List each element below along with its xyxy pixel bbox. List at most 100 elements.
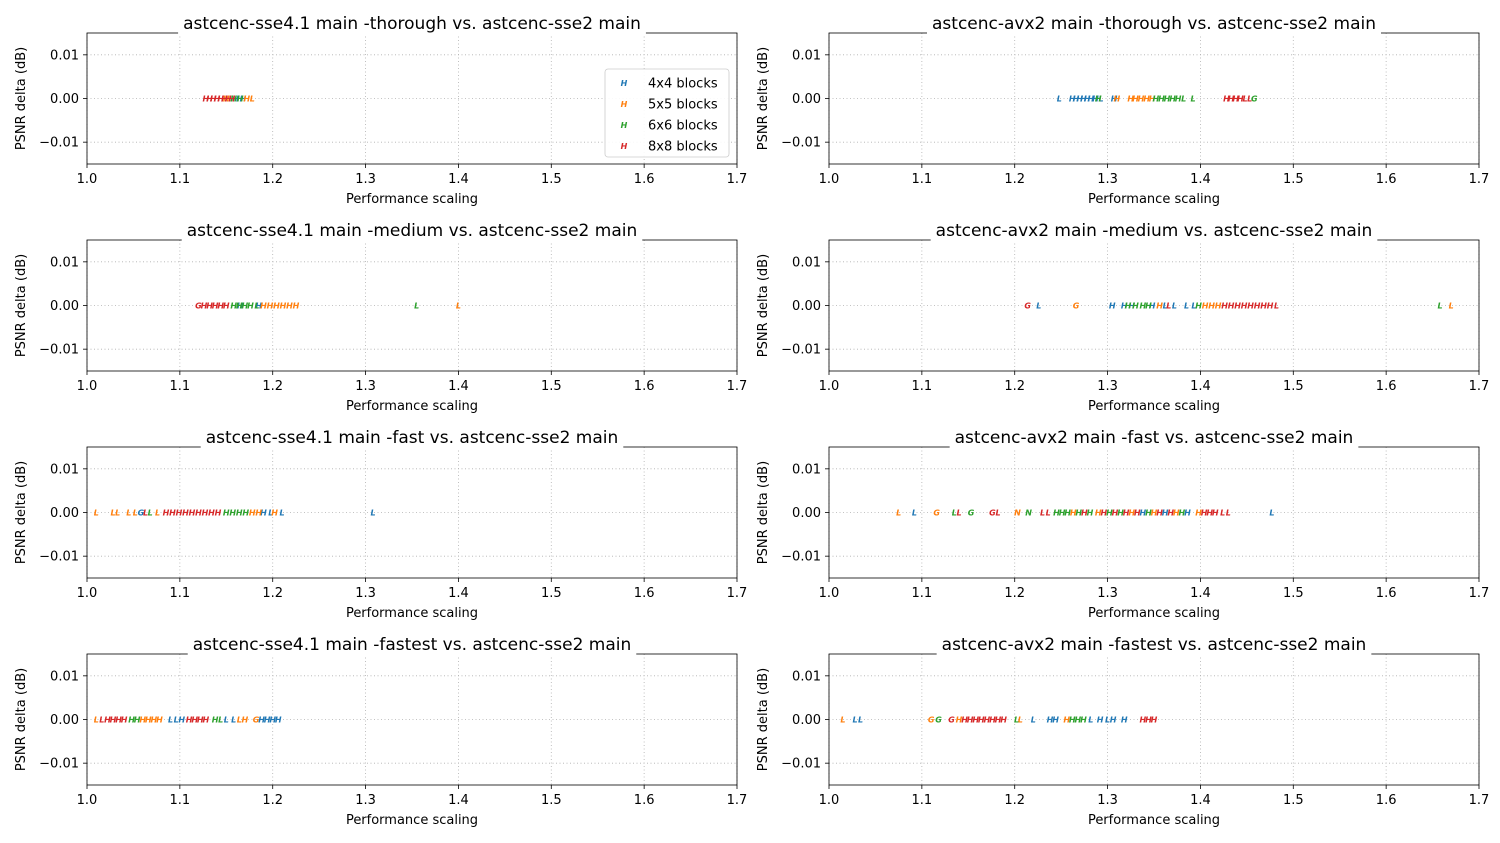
- data-point: H: [236, 509, 243, 518]
- data-point: H: [1132, 302, 1139, 311]
- data-point: L: [840, 716, 845, 725]
- data-point: H: [956, 716, 963, 725]
- x-tick-label: 1.6: [634, 379, 655, 394]
- series-6x6-blocks: G L HHH: [935, 716, 1087, 725]
- data-point: L: [1018, 716, 1023, 725]
- chart-title: astcenc-avx2 main -fast vs. astcenc-sse2…: [955, 428, 1354, 448]
- y-tick-label: 0.00: [792, 92, 821, 107]
- data-point: G: [948, 716, 955, 725]
- x-tick-label: 1.1: [170, 793, 191, 808]
- x-tick-label: 1.3: [355, 793, 376, 808]
- data-point: H: [1075, 716, 1082, 725]
- data-point: H: [1149, 95, 1156, 104]
- data-point: H: [195, 509, 202, 518]
- x-tick-label: 1.5: [541, 793, 562, 808]
- data-point: H: [1059, 509, 1066, 518]
- title-background: [936, 634, 1372, 656]
- data-point: H: [989, 716, 996, 725]
- data-point: H: [1167, 509, 1174, 518]
- data-point: H: [1145, 716, 1152, 725]
- data-point: H: [267, 302, 274, 311]
- data-point: H: [134, 716, 141, 725]
- data-point: H: [1000, 716, 1007, 725]
- data-point: H: [286, 302, 293, 311]
- data-point: L: [414, 302, 419, 311]
- y-axis-label: PSNR delta (dB): [14, 254, 29, 357]
- x-tick-label: 1.5: [541, 172, 562, 187]
- data-point: H: [237, 95, 244, 104]
- subplot-8: astcenc-avx2 main -fastest vs. astcenc-s…: [756, 634, 1489, 828]
- y-axis-label: PSNR delta (dB): [14, 461, 29, 564]
- x-tick-label: 1.7: [727, 172, 748, 187]
- data-point: L: [1088, 716, 1093, 725]
- data-point: L: [218, 716, 223, 725]
- x-tick-label: 1.4: [448, 379, 469, 394]
- data-point: H: [1047, 716, 1054, 725]
- data-point: H: [230, 95, 237, 104]
- x-tick-label: 1.2: [1004, 172, 1025, 187]
- data-point: H: [208, 509, 215, 518]
- chart-title: astcenc-sse4.1 main -medium vs. astcenc-…: [187, 221, 638, 241]
- x-tick-label: 1.0: [819, 172, 840, 187]
- x-tick-label: 1.4: [1190, 379, 1211, 394]
- subplot-2: astcenc-avx2 main -thorough vs. astcenc-…: [756, 13, 1489, 207]
- data-point: L: [133, 509, 138, 518]
- x-tick-label: 1.5: [1283, 379, 1304, 394]
- data-point: L: [1242, 95, 1247, 104]
- data-point: H: [225, 95, 232, 104]
- data-point: H: [121, 716, 128, 725]
- x-tick-label: 1.7: [1469, 379, 1490, 394]
- x-tick-label: 1.5: [541, 379, 562, 394]
- data-point: H: [1212, 509, 1219, 518]
- data-point: G: [928, 716, 935, 725]
- data-point: H: [139, 716, 146, 725]
- x-tick-label: 1.0: [819, 793, 840, 808]
- data-point: L: [231, 716, 236, 725]
- data-point: L: [1247, 95, 1252, 104]
- data-point: L: [1190, 95, 1195, 104]
- data-point: L: [1099, 95, 1104, 104]
- x-tick-label: 1.5: [541, 586, 562, 601]
- x-tick-label: 1.0: [77, 793, 98, 808]
- data-point: H: [1114, 95, 1121, 104]
- data-point: H: [1080, 95, 1087, 104]
- legend-label: 8x8 blocks: [648, 140, 718, 155]
- x-tick-label: 1.4: [1190, 793, 1211, 808]
- data-point: H: [249, 509, 256, 518]
- data-point: H: [110, 716, 117, 725]
- data-point: L: [1057, 95, 1062, 104]
- x-tick-label: 1.2: [262, 793, 283, 808]
- data-point: L: [370, 509, 375, 518]
- x-tick-label: 1.7: [1469, 793, 1490, 808]
- data-point: L: [250, 95, 255, 104]
- data-point: H: [1095, 95, 1102, 104]
- data-point: L: [1269, 509, 1274, 518]
- data-point: H: [1247, 302, 1254, 311]
- data-point: H: [1063, 716, 1070, 725]
- data-point: H: [961, 716, 968, 725]
- data-point: G: [968, 509, 975, 518]
- x-tick-label: 1.6: [634, 586, 655, 601]
- data-point: H: [1195, 509, 1202, 518]
- x-tick-label: 1.0: [819, 379, 840, 394]
- data-point: H: [223, 509, 230, 518]
- data-point: L: [1046, 509, 1051, 518]
- data-point: H: [1052, 716, 1059, 725]
- y-axis-label: PSNR delta (dB): [14, 47, 29, 150]
- data-point: H: [115, 716, 122, 725]
- legend-box: [604, 68, 730, 158]
- data-point: H: [1184, 509, 1191, 518]
- data-point: L: [1172, 302, 1177, 311]
- x-tick-label: 1.7: [727, 379, 748, 394]
- subplot-5: astcenc-sse4.1 main -fast vs. astcenc-ss…: [14, 427, 747, 621]
- data-point: H: [1073, 95, 1080, 104]
- data-point: H: [1151, 509, 1158, 518]
